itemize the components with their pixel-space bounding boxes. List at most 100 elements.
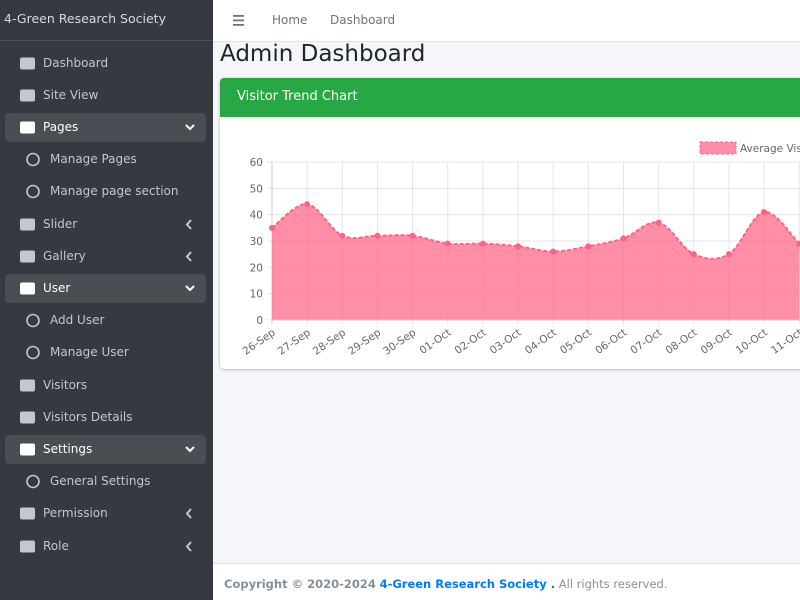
y-tick-label: 0 <box>256 315 263 327</box>
point <box>550 248 557 255</box>
sidebar-item[interactable]: User <box>5 273 206 303</box>
x-tick-label: 06-Oct <box>593 327 629 357</box>
item-label: Manage Pages <box>50 152 137 167</box>
icon <box>20 443 35 456</box>
point <box>796 240 800 247</box>
icon <box>26 313 40 328</box>
item-label: Gallery <box>43 248 86 263</box>
icon <box>20 379 35 391</box>
divider <box>0 40 213 41</box>
page-title: Admin Dashboard <box>220 41 426 67</box>
sidebar-item[interactable]: Add User <box>5 306 206 335</box>
item-icon <box>20 443 195 456</box>
point <box>339 232 346 239</box>
point <box>374 232 381 239</box>
nav-link[interactable]: Dashboard <box>330 13 396 27</box>
x-tick-label: 28-Sep <box>311 326 348 357</box>
item-label: User <box>43 280 71 295</box>
sidebar-item[interactable]: Manage User <box>5 338 206 367</box>
line <box>271 203 800 260</box>
arrow <box>185 540 192 552</box>
footer-link[interactable]: 4-Green Research Society . <box>379 577 556 591</box>
point <box>655 219 662 226</box>
item-icon <box>20 218 192 230</box>
icon <box>20 121 35 134</box>
item-icon <box>20 411 35 424</box>
y-tick-label: 60 <box>250 157 263 169</box>
card-title: Visitor Trend Chart <box>237 89 358 104</box>
legend-swatch <box>699 141 737 155</box>
sidebar-item[interactable]: Gallery <box>5 242 206 271</box>
item-icon <box>26 474 40 489</box>
item-icon <box>20 282 195 295</box>
x-tick-label: 10-Oct <box>734 327 770 357</box>
item-label: Site View <box>43 87 99 102</box>
x-tick-label: 03-Oct <box>488 327 524 357</box>
x-tick-label: 01-Oct <box>417 327 453 357</box>
y-tick-label: 50 <box>250 183 263 195</box>
point <box>761 209 768 216</box>
point <box>304 201 311 208</box>
item-icon <box>20 57 35 69</box>
y-tick-label: 10 <box>250 289 263 301</box>
item-icon <box>26 345 40 360</box>
x-tick-label: 04-Oct <box>523 327 559 357</box>
item-label: General Settings <box>50 474 151 489</box>
icon <box>26 345 40 360</box>
x-tick-label: 11-Oct <box>769 327 800 357</box>
icon <box>20 89 35 102</box>
point <box>269 224 275 231</box>
sidebar-item[interactable]: Manage Pages <box>5 145 206 174</box>
item-label: Permission <box>43 506 108 521</box>
item-icon <box>26 184 40 199</box>
item-icon <box>26 313 40 328</box>
point <box>515 243 522 250</box>
item-icon <box>20 89 35 102</box>
rights: All rights reserved. <box>558 577 668 591</box>
icon <box>20 250 35 263</box>
sidebar-item[interactable]: Manage page section <box>5 177 206 206</box>
sidebar-item[interactable]: Visitors Details <box>5 403 206 432</box>
icon <box>20 218 35 230</box>
x-tick-label: 29-Sep <box>346 326 383 357</box>
sidebar-item[interactable]: Pages <box>5 112 206 142</box>
sidebar-item[interactable]: Role <box>5 532 206 561</box>
copyright: Copyright © 2020-2024 <box>224 577 376 591</box>
sidebar-item[interactable]: Slider <box>5 210 206 239</box>
sidebar-item[interactable]: Permission <box>5 499 206 528</box>
card-header: Visitor Trend Chart <box>220 78 800 117</box>
sidebar-item[interactable]: Site View <box>5 81 206 110</box>
item-icon <box>20 540 192 552</box>
item-label: Visitors <box>43 377 88 392</box>
brand[interactable]: 4-Green Research Society <box>4 11 166 26</box>
point <box>479 240 486 247</box>
x-tick-label: 05-Oct <box>558 327 594 357</box>
icon <box>26 152 40 167</box>
x-tick-label: 08-Oct <box>663 327 699 357</box>
sidebar-item[interactable]: General Settings <box>5 467 206 496</box>
x-tick-label: 26-Sep <box>241 326 278 357</box>
sidebar-item[interactable]: Visitors <box>5 371 206 400</box>
icon <box>20 540 35 552</box>
x-tick-label: 07-Oct <box>628 327 664 357</box>
icon <box>26 184 40 199</box>
chart: 0 10 20 30 40 50 60 26-Sep27-Sep28-Sep29-Sep30-… <box>241 141 800 358</box>
point <box>409 232 416 239</box>
x-tick-label: 09-Oct <box>699 327 735 357</box>
item-label: Manage User <box>50 345 129 360</box>
sidebar: 4-Green Research Society Dashboard Site V… <box>0 0 213 600</box>
item-label: Add User <box>50 313 105 328</box>
item-icon <box>20 250 192 263</box>
sidebar-item[interactable]: Settings <box>5 434 206 464</box>
point <box>690 251 697 258</box>
footer: Copyright © 2020-2024 4-Green Research S… <box>213 563 800 600</box>
y-tick-label: 20 <box>250 262 263 274</box>
nav-link[interactable]: Home <box>272 13 308 27</box>
top-nav: Home Dashboard <box>213 0 800 42</box>
item-icon <box>20 507 192 520</box>
arrow <box>185 508 192 519</box>
arrow <box>185 446 195 453</box>
sidebar-item[interactable]: Dashboard <box>5 49 206 78</box>
item-label: Role <box>43 538 69 553</box>
menu-icon[interactable] <box>233 15 247 27</box>
